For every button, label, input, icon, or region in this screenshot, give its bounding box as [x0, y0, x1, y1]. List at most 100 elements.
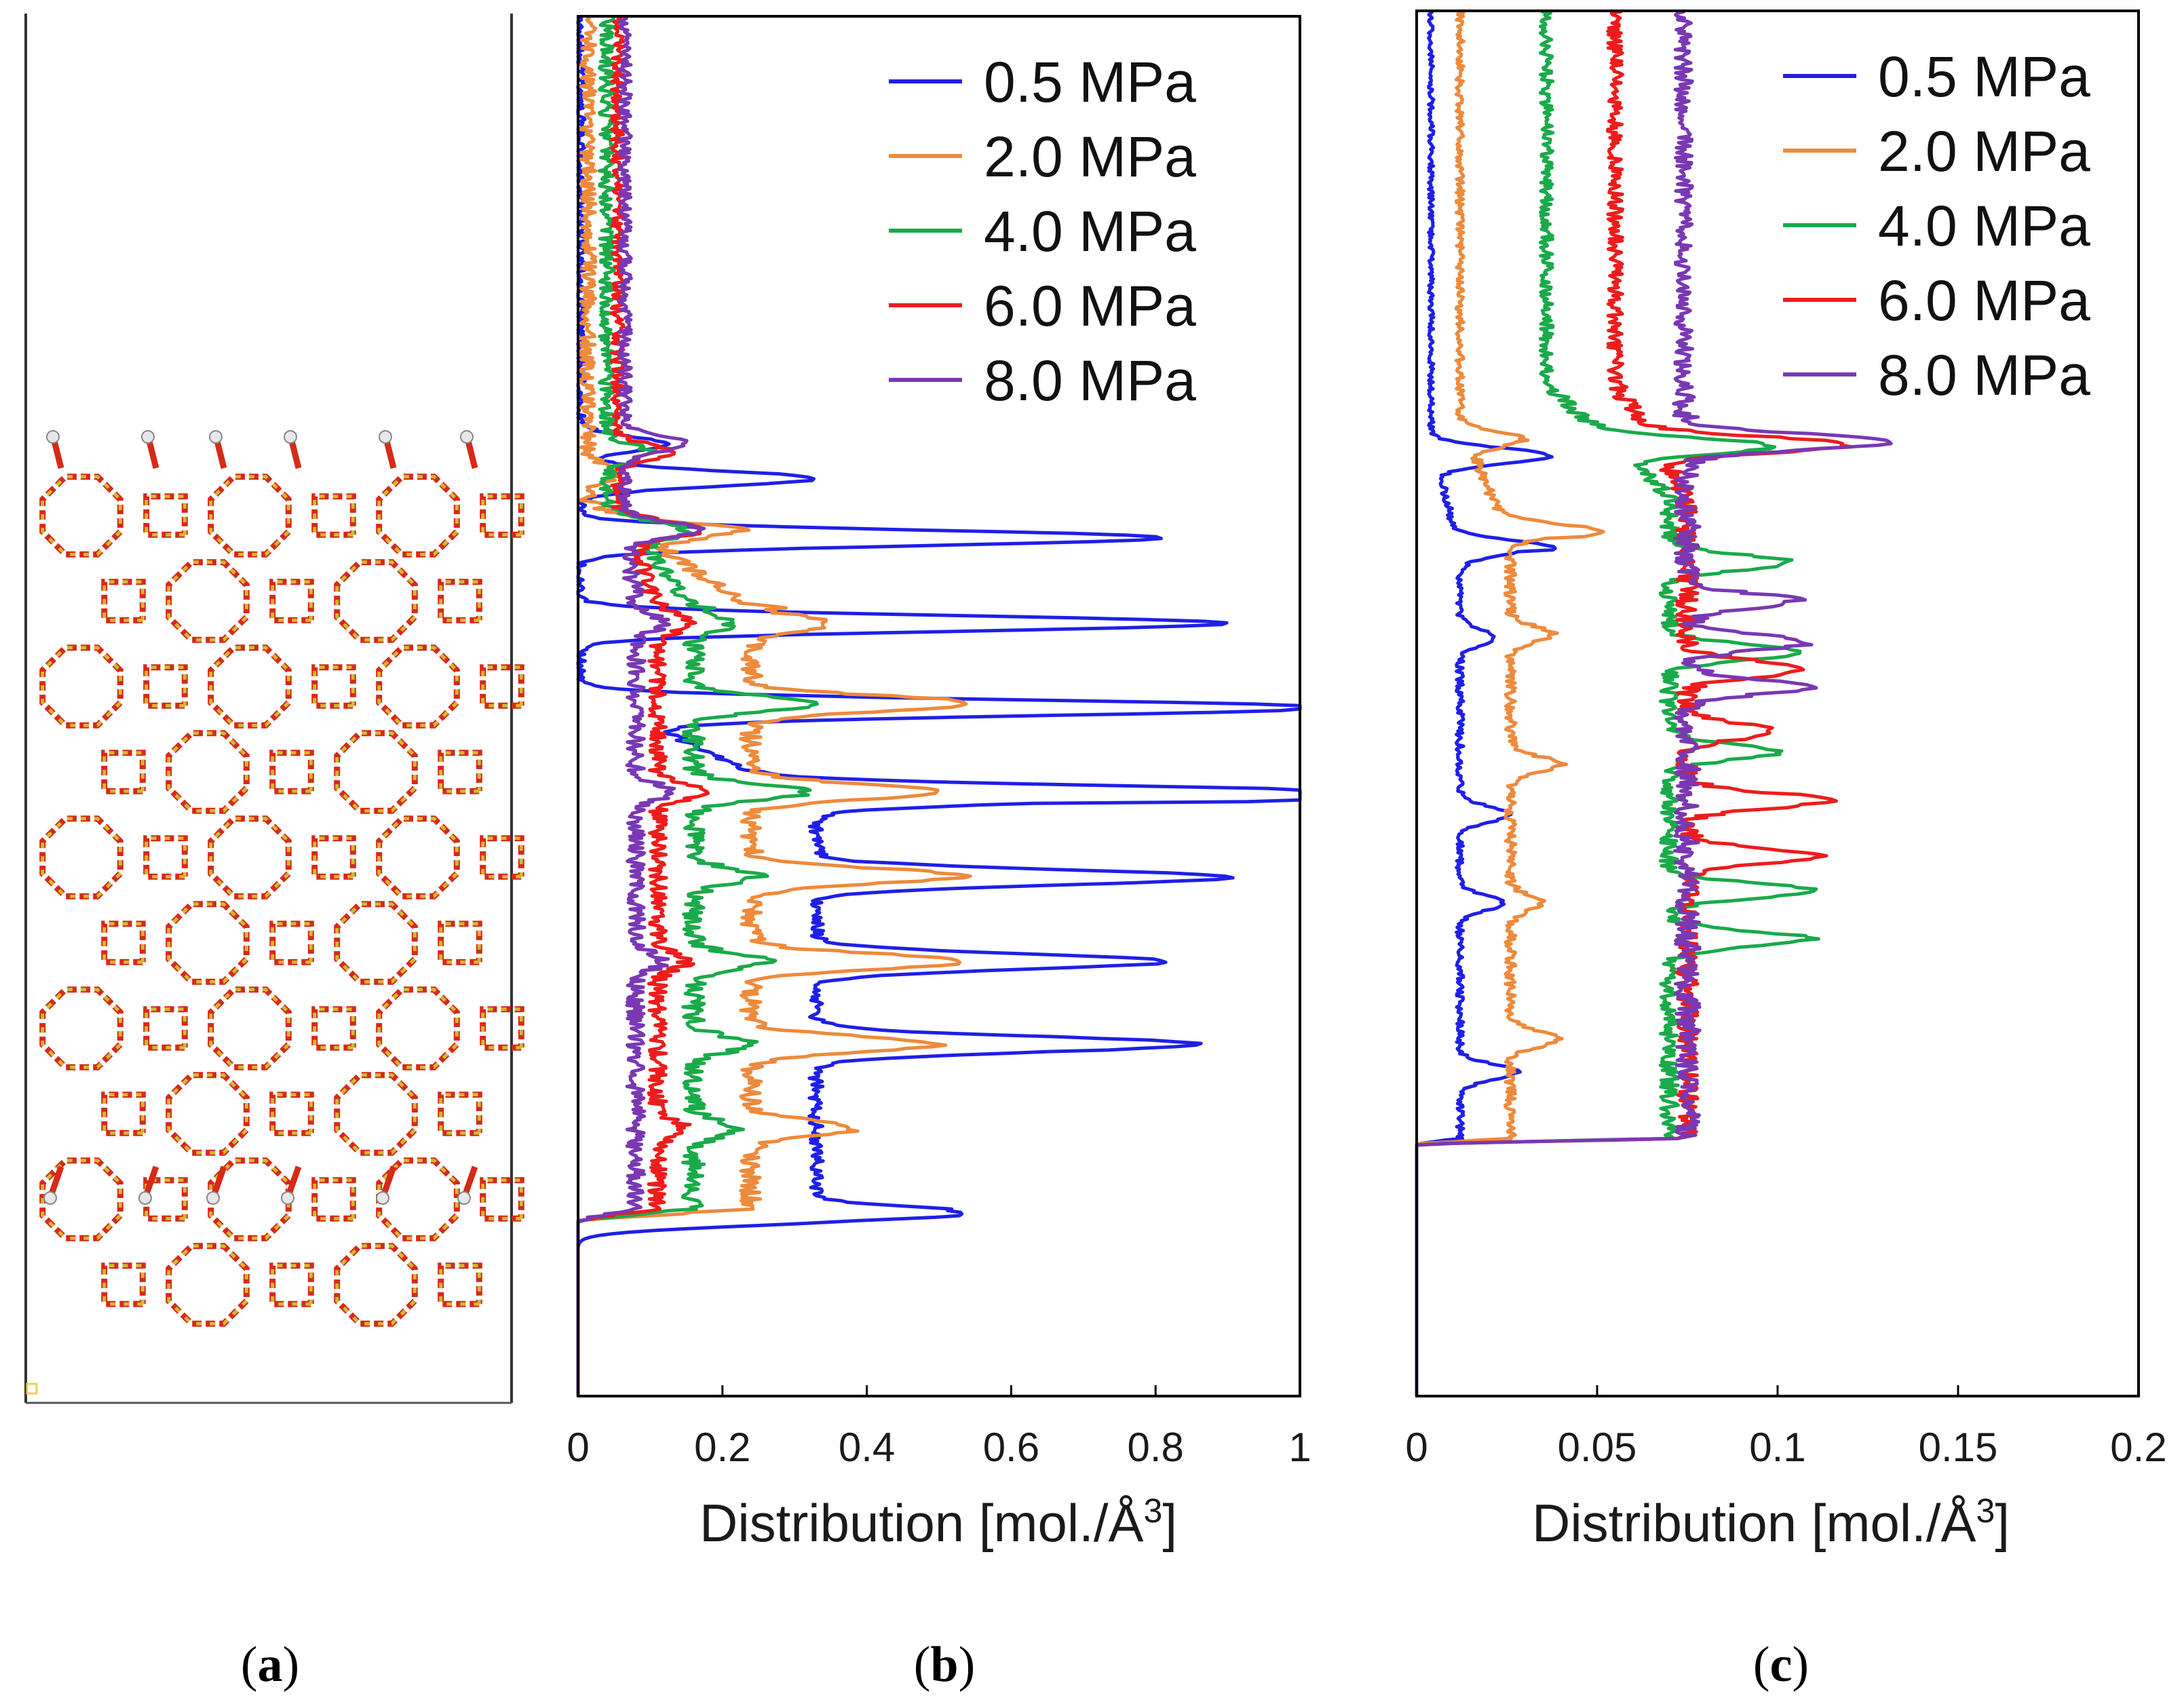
- framework-ring: [438, 1092, 482, 1136]
- hydrogen-atom: [281, 1191, 294, 1205]
- framework-ring-si: [481, 836, 523, 878]
- framework-ring-si: [439, 922, 481, 964]
- framework-ring: [269, 1262, 314, 1307]
- framework-ring: [480, 664, 524, 709]
- terminal-group: [465, 440, 478, 469]
- framework-ring-si: [481, 1007, 523, 1049]
- chart-c: 0 0.05 0.1 0.15 0.2 Distribution [mol./Å3] 0…: [1405, 9, 2167, 1553]
- framework-ring-si: [335, 731, 417, 813]
- framework-ring: [438, 1262, 482, 1307]
- terminal-group: [51, 440, 64, 469]
- chart-b-xlabel: Distribution [mol./Å3]: [700, 1492, 1177, 1553]
- framework-ring: [143, 493, 188, 538]
- x-tick-label: 0.1: [1749, 1425, 1805, 1470]
- framework-ring-si: [209, 475, 290, 556]
- framework-ring: [438, 579, 482, 623]
- x-tick-label: 0: [1405, 1425, 1428, 1470]
- framework-ring: [480, 1177, 524, 1222]
- framework-ring: [480, 493, 524, 538]
- framework-ring-si: [102, 1093, 145, 1135]
- framework-ring-si: [167, 902, 248, 984]
- framework-ring-si: [377, 646, 459, 727]
- framework-ring-si: [209, 646, 290, 727]
- framework-ring-si: [271, 1264, 313, 1306]
- terminal-group: [383, 440, 397, 469]
- series-line-2-0-MPa: [576, 15, 972, 1397]
- framework-ring-si: [377, 475, 459, 556]
- terminal-group: [146, 440, 159, 469]
- framework-ring: [269, 579, 314, 623]
- series-line-6-0-MPa: [1415, 9, 1854, 1396]
- series-line-0-5-MPa: [1415, 9, 1557, 1396]
- hydrogen-atom: [46, 430, 60, 444]
- framework-ring-si: [167, 560, 248, 642]
- framework-ring: [438, 921, 482, 965]
- framework-ring-si: [313, 665, 355, 708]
- framework-ring-si: [167, 1073, 248, 1155]
- chart-c-x-axis: 0 0.05 0.1 0.15 0.2: [1405, 1385, 2167, 1470]
- framework-ring: [101, 750, 146, 794]
- framework-ring: [480, 1006, 524, 1051]
- series-line-8-0-MPa: [576, 15, 706, 1397]
- panel-label-c: (c): [1753, 1637, 1809, 1693]
- framework-ring: [269, 1092, 314, 1136]
- legend-label: 0.5 MPa: [1878, 45, 2090, 109]
- framework-ring-si: [313, 1178, 355, 1220]
- legend-label: 4.0 MPa: [984, 199, 1196, 263]
- framework-ring-si: [41, 988, 122, 1069]
- hydrogen-atom: [284, 430, 297, 444]
- framework-ring: [311, 493, 356, 538]
- framework-ring: [143, 664, 188, 709]
- framework-ring-si: [313, 1007, 355, 1049]
- x-tick-label: 0.6: [983, 1425, 1039, 1470]
- terminal-group: [48, 1165, 64, 1195]
- framework-ring-si: [102, 1264, 145, 1306]
- series-line-2-0-MPa: [1415, 9, 1605, 1396]
- framework-ring-si: [102, 751, 145, 793]
- framework-ring-si: [335, 1073, 417, 1155]
- framework-ring-si: [167, 731, 248, 813]
- legend-label: 6.0 MPa: [984, 274, 1196, 338]
- framework-ring-si: [41, 1159, 122, 1240]
- framework-ring-si: [209, 988, 290, 1069]
- panel-label-b: (b): [914, 1637, 975, 1693]
- series-line-6-0-MPa: [576, 15, 710, 1397]
- framework-ring-si: [41, 646, 122, 727]
- framework-ring-si: [209, 1159, 290, 1240]
- panel-label-a: (a): [241, 1637, 299, 1693]
- terminal-group: [211, 1165, 227, 1195]
- framework-ring: [311, 1006, 356, 1051]
- zeolite-framework: [39, 430, 524, 1327]
- framework-ring-si: [102, 922, 145, 964]
- chart-b-legend: 0.5 MPa 2.0 MPa 4.0 MPa 6.0 MPa 8.0 MPa: [889, 50, 1196, 412]
- x-tick-label: 0.05: [1558, 1425, 1637, 1470]
- terminal-group: [286, 1165, 302, 1195]
- terminal-group: [462, 1165, 478, 1195]
- legend-label: 6.0 MPa: [1878, 269, 2090, 332]
- legend-label: 2.0 MPa: [984, 125, 1196, 189]
- framework-ring: [480, 835, 524, 880]
- terminal-group: [288, 440, 302, 469]
- x-tick-label: 0.8: [1127, 1425, 1183, 1470]
- framework-ring-si: [377, 988, 459, 1069]
- legend-label: 0.5 MPa: [984, 50, 1196, 114]
- framework-ring-si: [313, 495, 355, 537]
- framework-ring-si: [377, 1159, 459, 1240]
- framework-ring-si: [271, 1093, 313, 1135]
- structure-panel: [24, 14, 524, 1404]
- chart-c-xlabel: Distribution [mol./Å3]: [1532, 1492, 2010, 1553]
- framework-ring-si: [439, 580, 481, 622]
- chart-b-frame: [577, 15, 1301, 1397]
- framework-ring: [101, 1262, 146, 1307]
- cell-origin-marker: [26, 1383, 38, 1395]
- chart-b: 0 0.2 0.4 0.6 0.8 1 Distribution [mol./Å3] 0.…: [567, 15, 1311, 1553]
- terminal-group: [143, 1165, 159, 1195]
- legend-label: 2.0 MPa: [1878, 119, 2090, 183]
- framework-ring: [311, 664, 356, 709]
- hydrogen-atom: [43, 1191, 57, 1205]
- framework-ring-si: [102, 580, 145, 622]
- framework-ring-si: [335, 560, 417, 642]
- framework-ring-si: [209, 817, 290, 898]
- framework-ring-si: [481, 1178, 523, 1220]
